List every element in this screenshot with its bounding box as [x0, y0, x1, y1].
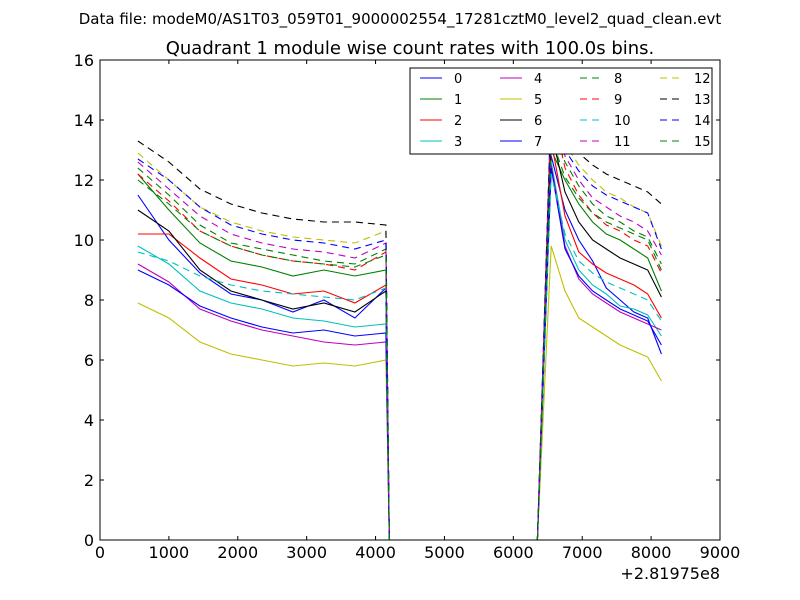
y-tick-label: 12 [74, 171, 94, 190]
tick-layer: 0 1000 2000 3000 4000 5000 6000 7000 8000 9000 0 2 4… [74, 51, 741, 562]
legend-box [409, 67, 713, 155]
legend-label-8: 8 [614, 72, 622, 87]
x-tick-label: 1000 [149, 543, 190, 562]
y-tick-label: 0 [84, 531, 94, 550]
series-line-9 [137, 104, 662, 541]
y-tick-label: 16 [74, 51, 94, 70]
series-line-15 [137, 137, 662, 541]
legend-label-11: 11 [614, 135, 631, 150]
x-tick-label: 8000 [631, 543, 672, 562]
x-tick-label: 9000 [700, 543, 741, 562]
legend-label-12: 12 [694, 72, 711, 87]
y-tick-label: 2 [84, 471, 94, 490]
series-line-1 [137, 149, 662, 541]
y-tick-label: 8 [84, 291, 94, 310]
series-line-5 [137, 245, 662, 541]
x-tick-label: 4000 [355, 543, 396, 562]
series-line-4 [137, 164, 662, 541]
series-line-12 [137, 118, 662, 541]
series-line-6 [137, 131, 662, 541]
y-tick-label: 4 [84, 411, 94, 430]
y-tick-label: 10 [74, 231, 94, 250]
x-axis-offset-label: +2.81975e8 [620, 564, 720, 583]
legend-label-15: 15 [694, 135, 711, 150]
series-layer [137, 95, 662, 541]
figure-suptitle: Data file: modeM0/AS1T03_059T01_90000025… [79, 10, 722, 29]
series-line-14 [137, 116, 662, 541]
series-line-7 [137, 167, 662, 541]
y-tick-label: 6 [84, 351, 94, 370]
x-tick-label: 5000 [424, 543, 465, 562]
series-line-13 [137, 101, 662, 541]
x-tick-label: 3000 [286, 543, 327, 562]
legend-label-3: 3 [454, 135, 462, 150]
legend-label-1: 1 [454, 93, 462, 108]
legend-label-2: 2 [454, 114, 462, 129]
chart-title: Quadrant 1 module wise count rates with … [166, 38, 655, 59]
legend-label-9: 9 [614, 93, 622, 108]
y-tick-label: 14 [74, 111, 94, 130]
legend-label-6: 6 [534, 114, 542, 129]
series-line-11 [137, 95, 662, 541]
series-line-8 [137, 122, 662, 541]
legend-label-4: 4 [534, 72, 542, 87]
x-tick-label: 7000 [562, 543, 603, 562]
legend-label-14: 14 [694, 114, 711, 129]
legend-label-7: 7 [534, 135, 542, 150]
legend-label-0: 0 [454, 72, 462, 87]
x-tick-label: 6000 [493, 543, 534, 562]
x-tick-label: 2000 [217, 543, 258, 562]
legend-label-13: 13 [694, 93, 711, 108]
legend-label-10: 10 [614, 114, 631, 129]
series-line-10 [137, 173, 662, 541]
series-line-3 [137, 161, 662, 541]
plot-area: 0 1000 2000 3000 4000 5000 6000 7000 8000 9000 0 2 4… [74, 51, 741, 562]
x-tick-label: 0 [95, 543, 105, 562]
legend-label-5: 5 [534, 93, 542, 108]
